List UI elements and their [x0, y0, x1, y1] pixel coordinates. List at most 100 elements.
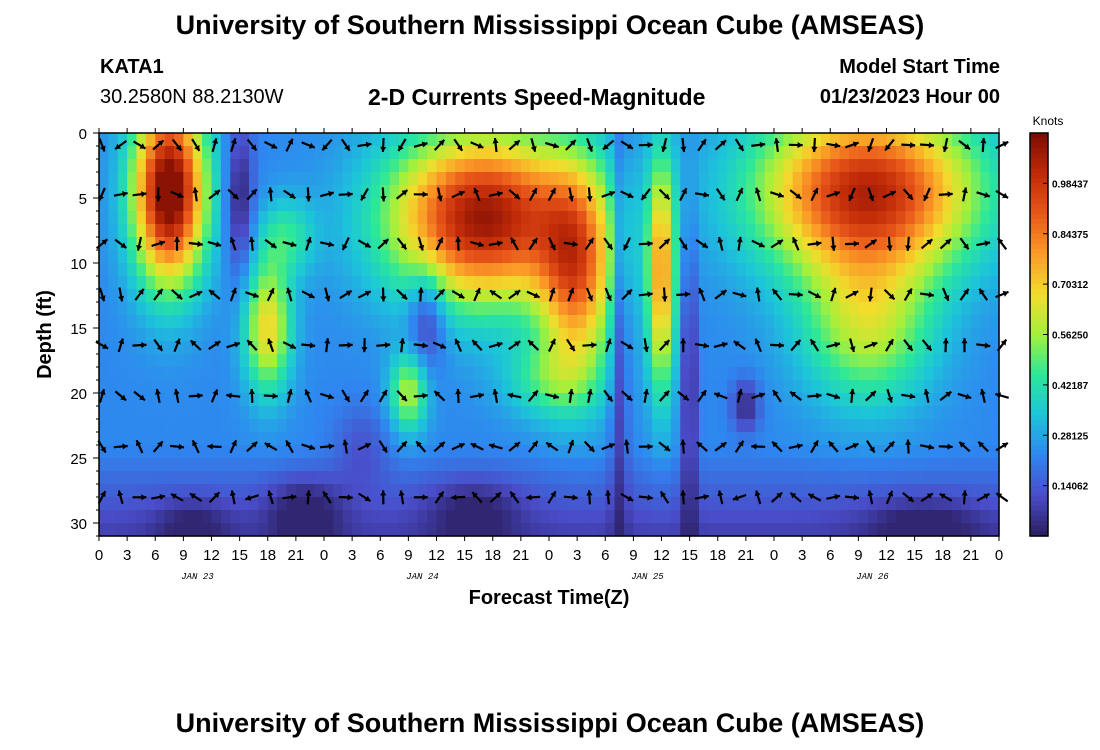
- arrow-head: [422, 191, 428, 198]
- heatmap-cell: [202, 133, 213, 147]
- heatmap-cell: [670, 523, 681, 537]
- heatmap-cell: [164, 224, 175, 238]
- heatmap-cell: [661, 458, 672, 472]
- heatmap-cell: [258, 224, 269, 238]
- heatmap-cell: [830, 159, 841, 173]
- heatmap-cell: [905, 406, 916, 420]
- heatmap-cell: [202, 393, 213, 407]
- heatmap-cell: [624, 250, 634, 264]
- heatmap-cell: [924, 406, 934, 420]
- heatmap-cell: [455, 458, 466, 472]
- arrow-vector: [567, 287, 575, 302]
- heatmap-cell: [286, 328, 297, 342]
- heatmap-cell: [380, 237, 391, 251]
- heatmap-cell: [145, 237, 156, 251]
- heatmap-cell: [642, 328, 653, 342]
- arrow-vector: [227, 188, 240, 201]
- heatmap-cell: [99, 172, 109, 186]
- heatmap-cell: [502, 367, 513, 381]
- heatmap-cell: [314, 354, 325, 368]
- heatmap-cell: [886, 510, 897, 524]
- heatmap-cell: [839, 263, 850, 277]
- heatmap-cell: [464, 250, 475, 264]
- heatmap-cell: [99, 510, 109, 524]
- arrow-vector: [901, 142, 916, 149]
- heatmap-cell: [970, 289, 981, 303]
- arrow-vector: [208, 189, 221, 200]
- heatmap-cell: [614, 432, 625, 446]
- arrow-vector: [376, 342, 391, 349]
- heatmap-cell: [633, 523, 644, 537]
- heatmap-cell: [511, 250, 522, 264]
- arrow-vector: [413, 392, 428, 399]
- arrow-vector: [923, 388, 930, 403]
- colorbar-segment: [1030, 198, 1048, 205]
- heatmap-cell: [286, 406, 297, 420]
- heatmap-cell: [680, 159, 691, 173]
- heatmap-cell: [905, 263, 916, 277]
- heatmap-cell: [661, 471, 672, 485]
- heatmap-cell: [820, 445, 831, 459]
- heatmap-cell: [867, 354, 878, 368]
- arrow-head: [1002, 141, 1009, 147]
- heatmap-cell: [867, 198, 878, 212]
- heatmap-cell: [202, 484, 213, 498]
- heatmap-cell: [361, 146, 372, 160]
- arrow-vector: [920, 492, 934, 503]
- heatmap-cell: [164, 263, 175, 277]
- heatmap-cell: [755, 211, 766, 225]
- arrow-vector: [246, 138, 258, 152]
- heatmap-cell: [408, 276, 419, 290]
- heatmap-cell: [567, 211, 578, 225]
- heatmap-cell: [811, 497, 822, 511]
- heatmap-cell: [370, 523, 381, 537]
- arrow-head: [587, 145, 593, 152]
- heatmap-cell: [764, 367, 775, 381]
- heatmap-cell: [914, 198, 925, 212]
- arrow-head: [947, 191, 953, 198]
- heatmap-cell: [727, 497, 738, 511]
- heatmap-cell: [474, 458, 484, 472]
- heatmap-cell: [680, 276, 691, 290]
- heatmap-cell: [980, 224, 991, 238]
- heatmap-cell: [305, 224, 316, 238]
- heatmap-cell: [970, 497, 981, 511]
- heatmap-cell: [502, 484, 513, 498]
- colorbar-segment: [1030, 440, 1048, 446]
- heatmap-cell: [595, 172, 606, 186]
- heatmap-cell: [736, 211, 747, 225]
- heatmap-cell: [717, 484, 728, 498]
- heatmap-cell: [502, 133, 513, 147]
- heatmap-cell: [108, 367, 119, 381]
- heatmap-cell: [745, 237, 756, 251]
- heatmap-cell: [820, 250, 831, 264]
- arrow-vector: [98, 187, 106, 202]
- heatmap-cell: [652, 159, 663, 173]
- heatmap-cell: [117, 432, 128, 446]
- colorbar-segment: [1030, 455, 1048, 462]
- heatmap-cell: [136, 354, 147, 368]
- arrow-head: [214, 190, 220, 196]
- heatmap-cell: [370, 354, 381, 368]
- arrow-head: [497, 240, 503, 247]
- heatmap-cell: [717, 406, 728, 420]
- heatmap-cell: [136, 419, 147, 433]
- heatmap-cell: [389, 341, 400, 355]
- heatmap-cell: [830, 133, 841, 147]
- heatmap-cell: [305, 510, 316, 524]
- heatmap-cell: [230, 354, 241, 368]
- arrow-head: [100, 491, 106, 498]
- heatmap-cell: [333, 393, 344, 407]
- heatmap-cell: [792, 315, 803, 329]
- heatmap-cell: [192, 419, 203, 433]
- heatmap-cell: [211, 484, 222, 498]
- heatmap-cell: [483, 250, 494, 264]
- heatmap-cell: [342, 315, 353, 329]
- heatmap-cell: [802, 250, 813, 264]
- arrow-vector: [885, 490, 894, 505]
- arrow-head: [99, 295, 106, 302]
- heatmap-cell: [980, 211, 991, 225]
- heatmap-cell: [586, 198, 597, 212]
- arrow-vector: [976, 240, 991, 247]
- heatmap-cell: [989, 484, 1000, 498]
